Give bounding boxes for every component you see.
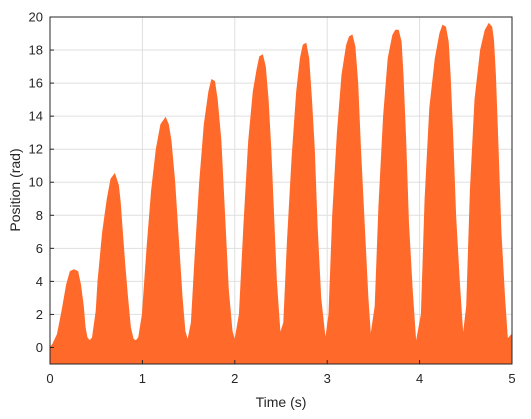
y-tick-label: 16	[29, 76, 43, 91]
x-tick-label: 5	[508, 371, 515, 386]
x-tick-label: 0	[46, 371, 53, 386]
y-tick-label: 18	[29, 43, 43, 58]
x-tick-label: 3	[324, 371, 331, 386]
series-area	[49, 22, 513, 365]
x-tick-label: 1	[139, 371, 146, 386]
y-tick-label: 4	[36, 274, 43, 289]
y-tick-label: 6	[36, 241, 43, 256]
x-tick-label: 4	[416, 371, 423, 386]
axes-frame	[49, 16, 513, 365]
y-tick-label: 10	[29, 175, 43, 190]
y-tick-label: 0	[36, 340, 43, 355]
x-axis-ticks: 0 1 2 3 4 5	[46, 360, 516, 386]
x-axis-label: Time (s)	[256, 394, 307, 410]
y-axis-label: Position (rad)	[7, 148, 23, 231]
y-tick-label: 20	[29, 10, 43, 25]
x-tick-label: 2	[231, 371, 238, 386]
y-tick-label: 8	[36, 208, 43, 223]
y-tick-label: 14	[29, 109, 43, 124]
series-area-0	[49, 22, 513, 365]
y-tick-label: 12	[29, 142, 43, 157]
y-tick-label: 2	[36, 307, 43, 322]
y-axis-ticks: 0 2 4 6 8 10 12 14 16 18 20	[29, 10, 54, 355]
